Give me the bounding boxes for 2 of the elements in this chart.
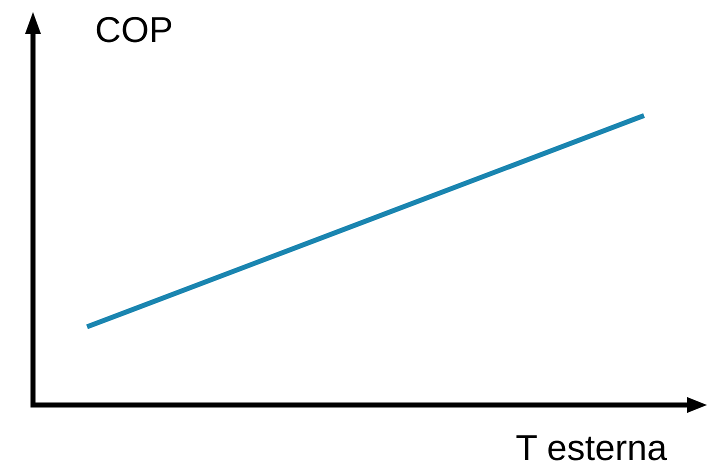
- y-axis-title: COP: [95, 9, 174, 50]
- x-axis-title: T esterna: [516, 427, 668, 468]
